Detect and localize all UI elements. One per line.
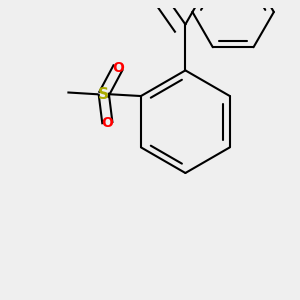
Text: O: O [101,116,113,130]
Text: O: O [112,61,124,75]
Text: S: S [98,87,109,102]
